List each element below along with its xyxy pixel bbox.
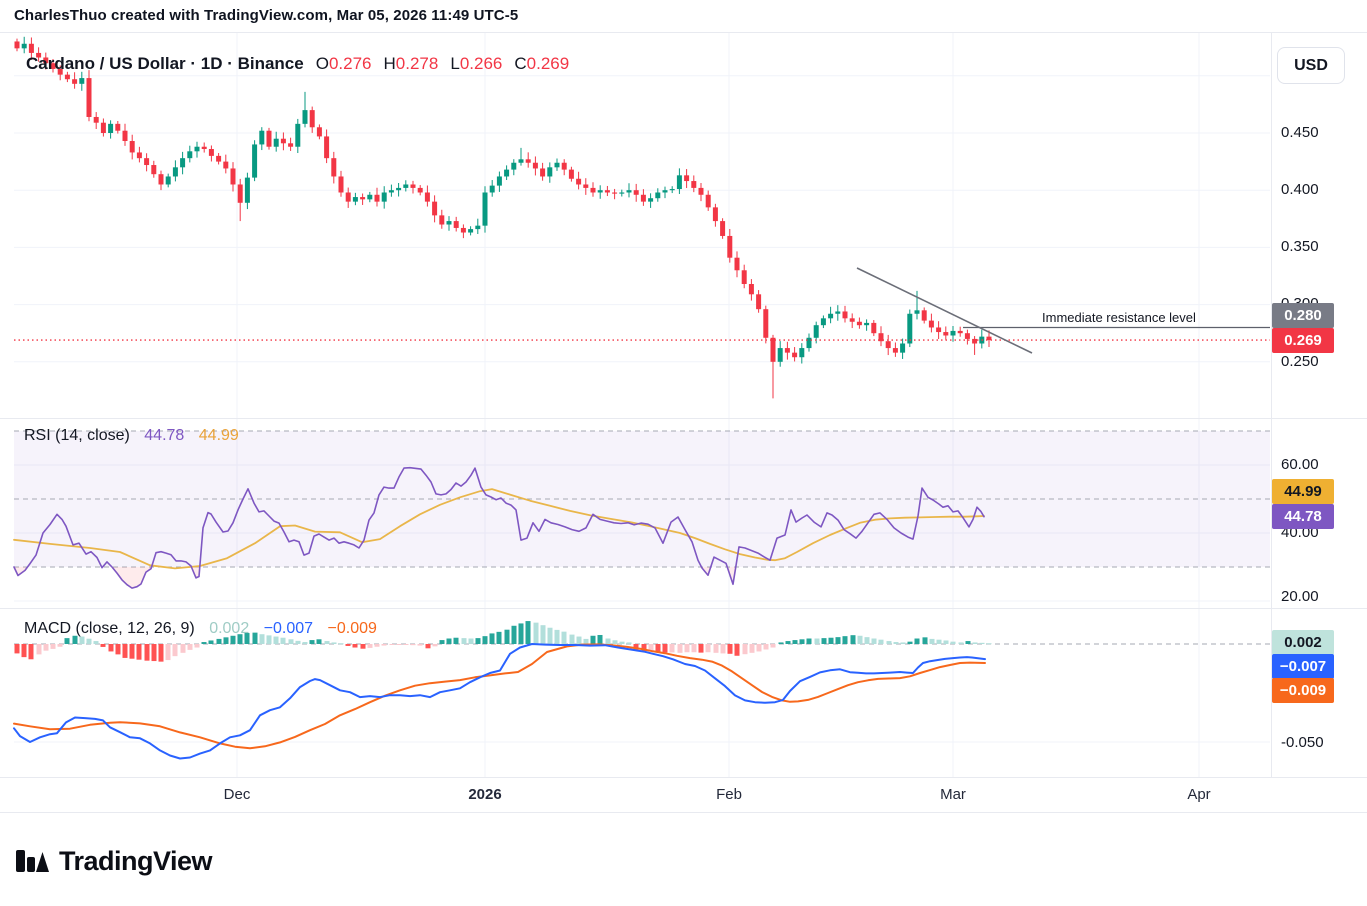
time-label-dec[interactable]: Dec xyxy=(223,786,251,803)
symbol-legend[interactable]: Cardano / US Dollar · 1D · Binance O0.276… xyxy=(26,54,569,74)
tradingview-logo-icon xyxy=(16,850,49,872)
time-label-apr[interactable]: Apr xyxy=(1187,786,1211,803)
chart-bottom-border xyxy=(0,812,1367,813)
macd-line-badge: −0.007 xyxy=(1272,654,1334,679)
rsi-value-badge: 44.78 xyxy=(1272,504,1334,529)
currency-toggle-button[interactable]: USD xyxy=(1277,47,1345,84)
macd-line-value: −0.007 xyxy=(263,620,314,637)
rsi-legend[interactable]: RSI (14, close) 44.78 44.99 xyxy=(24,427,239,445)
high-label: H xyxy=(383,54,396,73)
price-axis-border xyxy=(1271,33,1272,777)
time-label-mar[interactable]: Mar xyxy=(940,786,966,803)
open-value: 0.276 xyxy=(328,54,372,73)
macd-legend[interactable]: MACD (close, 12, 26, 9) 0.002 −0.007 −0.… xyxy=(24,620,377,638)
price-tick-0450[interactable]: 0.450 xyxy=(1281,124,1319,141)
rsi-value: 44.78 xyxy=(144,427,185,444)
macd-tick-neg005[interactable]: -0.050 xyxy=(1281,734,1324,751)
macd-legend-title[interactable]: MACD (close, 12, 26, 9) xyxy=(24,620,195,637)
macd-signal-badge: −0.009 xyxy=(1272,678,1334,703)
tradingview-logo-text: TradingView xyxy=(59,845,213,876)
rsi-legend-title[interactable]: RSI (14, close) xyxy=(24,427,130,444)
last-price-badge: 0.269 xyxy=(1272,328,1334,353)
credit-text: CharlesThuo created with TradingView.com… xyxy=(14,7,519,24)
low-label: L xyxy=(450,54,460,73)
open-label: O xyxy=(315,54,329,73)
price-tick-0350[interactable]: 0.350 xyxy=(1281,238,1319,255)
time-label-feb[interactable]: Feb xyxy=(716,786,742,803)
rsi-ma-value: 44.99 xyxy=(198,427,239,444)
rsi-ma-badge: 44.99 xyxy=(1272,479,1334,504)
macd-signal-value: −0.009 xyxy=(327,620,377,637)
time-label-2026[interactable]: 2026 xyxy=(468,786,502,803)
symbol-title[interactable]: Cardano / US Dollar · 1D · Binance xyxy=(26,54,304,73)
low-value: 0.266 xyxy=(459,54,503,73)
price-tick-0400[interactable]: 0.400 xyxy=(1281,181,1319,198)
rsi-tick-60[interactable]: 60.00 xyxy=(1281,456,1319,473)
pane-separator-macd[interactable] xyxy=(0,608,1367,609)
macd-hist-value: 0.002 xyxy=(209,620,250,637)
rsi-tick-20[interactable]: 20.00 xyxy=(1281,588,1319,605)
tradingview-logo[interactable]: TradingView xyxy=(14,843,213,879)
close-value: 0.269 xyxy=(526,54,570,73)
pane-separator-timeaxis xyxy=(0,777,1367,778)
close-label: C xyxy=(514,54,527,73)
pane-separator-rsi[interactable] xyxy=(0,418,1367,419)
price-tick-0250[interactable]: 0.250 xyxy=(1281,353,1319,370)
resistance-annotation: Immediate resistance level xyxy=(1042,310,1196,325)
macd-hist-badge: 0.002 xyxy=(1272,630,1334,655)
resistance-price-badge: 0.280 xyxy=(1272,303,1334,328)
header-bar: CharlesThuo created with TradingView.com… xyxy=(0,0,1367,33)
high-value: 0.278 xyxy=(395,54,439,73)
